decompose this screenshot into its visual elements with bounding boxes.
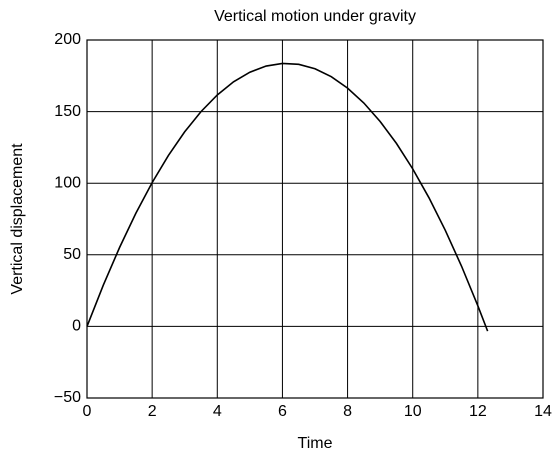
x-tick-label: 4: [213, 403, 222, 420]
y-tick-label: 50: [63, 246, 81, 263]
y-tick-label: −50: [54, 389, 81, 406]
y-tick-label: 0: [72, 318, 81, 335]
x-axis-label: Time: [298, 435, 333, 452]
x-tick-label: 14: [534, 403, 552, 420]
y-tick-label: 150: [54, 103, 81, 120]
x-tick-label: 6: [278, 403, 287, 420]
y-tick-label: 200: [54, 31, 81, 48]
x-tick-label: 0: [83, 403, 92, 420]
x-tick-label: 12: [469, 403, 487, 420]
x-tick-label: 10: [404, 403, 422, 420]
x-tick-label: 8: [343, 403, 352, 420]
y-tick-label: 100: [54, 174, 81, 191]
x-tick-label: 2: [148, 403, 157, 420]
plot-frame: [86, 39, 544, 399]
y-axis-label: Vertical displacement: [9, 143, 26, 295]
data-line: [86, 62, 489, 332]
chart-title: Vertical motion under gravity: [214, 8, 416, 25]
